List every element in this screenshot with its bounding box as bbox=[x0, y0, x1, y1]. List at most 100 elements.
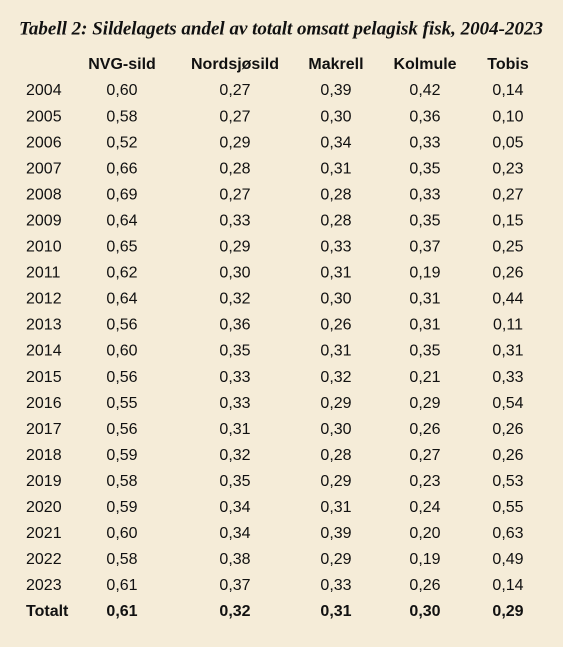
row-label: 2015 bbox=[26, 369, 62, 386]
row-label: 2021 bbox=[26, 525, 62, 542]
cell: 0,26 bbox=[492, 447, 523, 464]
column-header: NVG-sild bbox=[88, 56, 156, 73]
cell: 0,56 bbox=[106, 369, 137, 386]
row-label: 2007 bbox=[26, 160, 62, 177]
row-label: 2014 bbox=[26, 343, 62, 360]
cell: 0,55 bbox=[492, 499, 523, 516]
cell: 0,65 bbox=[106, 239, 137, 256]
cell: 0,42 bbox=[409, 82, 440, 99]
cell: 0,34 bbox=[219, 525, 250, 542]
cell: 0,35 bbox=[409, 343, 440, 360]
cell: 0,39 bbox=[320, 525, 351, 542]
cell: 0,24 bbox=[409, 499, 440, 516]
row-label: 2006 bbox=[26, 134, 62, 151]
cell: 0,35 bbox=[219, 473, 250, 490]
row-label: 2005 bbox=[26, 108, 62, 125]
cell: 0,31 bbox=[409, 317, 440, 334]
cell: 0,35 bbox=[409, 212, 440, 229]
cell: 0,29 bbox=[409, 395, 440, 412]
row-label: 2010 bbox=[26, 239, 62, 256]
cell: 0,37 bbox=[219, 577, 250, 594]
cell: 0,59 bbox=[106, 447, 137, 464]
cell: 0,34 bbox=[320, 134, 351, 151]
column-header: Kolmule bbox=[393, 56, 456, 73]
cell: 0,28 bbox=[320, 186, 351, 203]
cell: 0,56 bbox=[106, 421, 137, 438]
cell: 0,23 bbox=[409, 473, 440, 490]
cell: 0,31 bbox=[320, 265, 351, 282]
cell: 0,56 bbox=[106, 317, 137, 334]
cell: 0,27 bbox=[409, 447, 440, 464]
cell: 0,29 bbox=[219, 134, 250, 151]
cell: 0,34 bbox=[219, 499, 250, 516]
cell: 0,58 bbox=[106, 108, 137, 125]
cell: 0,14 bbox=[492, 82, 523, 99]
cell: 0,55 bbox=[106, 395, 137, 412]
total-cell: 0,31 bbox=[320, 603, 351, 620]
cell: 0,30 bbox=[320, 108, 351, 125]
column-header: Makrell bbox=[308, 56, 363, 73]
cell: 0,33 bbox=[409, 134, 440, 151]
cell: 0,29 bbox=[320, 551, 351, 568]
cell: 0,28 bbox=[320, 447, 351, 464]
cell: 0,69 bbox=[106, 186, 137, 203]
cell: 0,31 bbox=[492, 343, 523, 360]
cell: 0,31 bbox=[219, 421, 250, 438]
cell: 0,27 bbox=[492, 186, 523, 203]
cell: 0,29 bbox=[320, 473, 351, 490]
row-label: 2020 bbox=[26, 499, 62, 516]
cell: 0,27 bbox=[219, 108, 250, 125]
table-title: Tabell 2: Sildelagets andel av totalt om… bbox=[19, 18, 543, 39]
row-label: 2013 bbox=[26, 317, 62, 334]
total-cell: 0,32 bbox=[219, 603, 250, 620]
cell: 0,49 bbox=[492, 551, 523, 568]
cell: 0,19 bbox=[409, 551, 440, 568]
cell: 0,26 bbox=[320, 317, 351, 334]
total-cell: 0,30 bbox=[409, 603, 440, 620]
cell: 0,26 bbox=[492, 421, 523, 438]
cell: 0,31 bbox=[320, 499, 351, 516]
cell: 0,33 bbox=[409, 186, 440, 203]
total-cell: 0,29 bbox=[492, 603, 523, 620]
cell: 0,29 bbox=[219, 239, 250, 256]
cell: 0,53 bbox=[492, 473, 523, 490]
cell: 0,38 bbox=[219, 551, 250, 568]
cell: 0,33 bbox=[320, 239, 351, 256]
cell: 0,64 bbox=[106, 291, 137, 308]
cell: 0,58 bbox=[106, 551, 137, 568]
cell: 0,31 bbox=[320, 343, 351, 360]
row-label: 2023 bbox=[26, 577, 62, 594]
cell: 0,60 bbox=[106, 82, 137, 99]
cell: 0,30 bbox=[219, 265, 250, 282]
cell: 0,60 bbox=[106, 343, 137, 360]
cell: 0,61 bbox=[106, 577, 137, 594]
cell: 0,64 bbox=[106, 212, 137, 229]
cell: 0,27 bbox=[219, 186, 250, 203]
cell: 0,62 bbox=[106, 265, 137, 282]
cell: 0,26 bbox=[492, 265, 523, 282]
cell: 0,20 bbox=[409, 525, 440, 542]
cell: 0,26 bbox=[409, 577, 440, 594]
cell: 0,29 bbox=[320, 395, 351, 412]
cell: 0,58 bbox=[106, 473, 137, 490]
total-cell: 0,61 bbox=[106, 603, 137, 620]
cell: 0,21 bbox=[409, 369, 440, 386]
cell: 0,28 bbox=[320, 212, 351, 229]
cell: 0,05 bbox=[492, 134, 523, 151]
row-label: 2008 bbox=[26, 186, 62, 203]
cell: 0,14 bbox=[492, 577, 523, 594]
cell: 0,36 bbox=[219, 317, 250, 334]
cell: 0,54 bbox=[492, 395, 523, 412]
row-label: 2012 bbox=[26, 291, 62, 308]
cell: 0,28 bbox=[219, 160, 250, 177]
cell: 0,66 bbox=[106, 160, 137, 177]
column-header: Tobis bbox=[487, 56, 529, 73]
cell: 0,39 bbox=[320, 82, 351, 99]
total-label: Totalt bbox=[26, 603, 69, 620]
cell: 0,31 bbox=[320, 160, 351, 177]
cell: 0,33 bbox=[492, 369, 523, 386]
cell: 0,25 bbox=[492, 239, 523, 256]
row-label: 2019 bbox=[26, 473, 62, 490]
